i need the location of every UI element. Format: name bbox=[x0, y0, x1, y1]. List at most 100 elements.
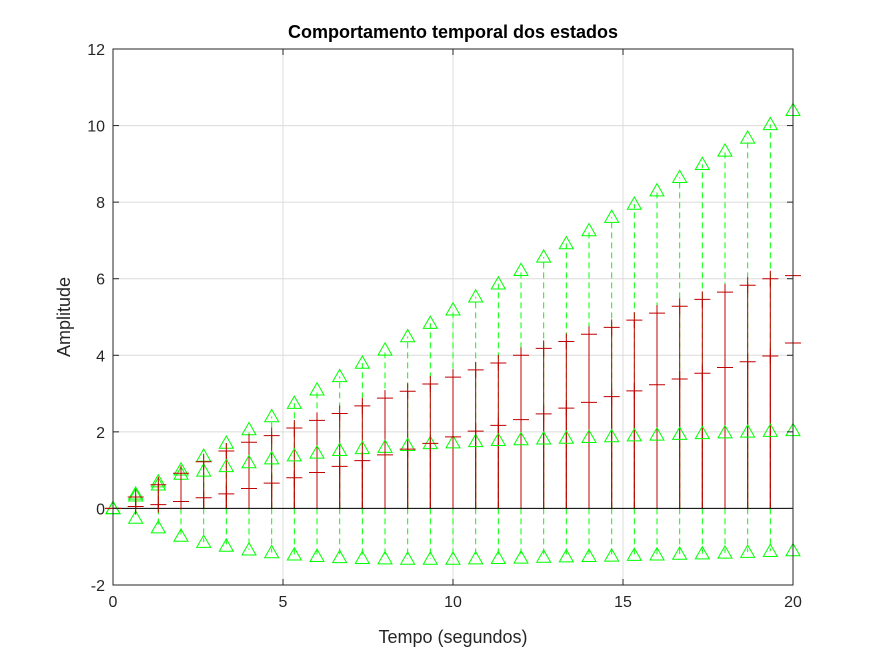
triangle-marker bbox=[467, 550, 484, 565]
plus-marker bbox=[762, 270, 779, 287]
triangle-marker bbox=[331, 442, 348, 456]
plus-marker bbox=[195, 453, 212, 470]
triangle-marker bbox=[535, 248, 552, 263]
plus-marker bbox=[671, 298, 688, 315]
triangle-marker bbox=[467, 433, 484, 448]
triangle-marker bbox=[286, 447, 303, 462]
plus-marker bbox=[150, 476, 167, 493]
triangle-marker bbox=[399, 328, 416, 343]
triangle-marker bbox=[626, 427, 643, 442]
triangle-marker bbox=[581, 222, 597, 237]
plus-marker bbox=[445, 428, 461, 445]
plus-marker bbox=[445, 369, 461, 386]
y-tick-label: 12 bbox=[87, 42, 105, 59]
y-tick-label: 4 bbox=[96, 348, 105, 365]
plus-marker bbox=[354, 397, 371, 414]
triangle-marker bbox=[694, 425, 711, 440]
triangle-marker bbox=[649, 546, 665, 561]
triangle-marker bbox=[354, 354, 371, 369]
plus-marker bbox=[694, 365, 711, 382]
triangle-marker bbox=[626, 547, 643, 561]
triangle-marker bbox=[195, 534, 212, 548]
triangle-marker bbox=[762, 543, 779, 558]
plus-marker bbox=[218, 485, 235, 502]
triangle-marker bbox=[399, 550, 416, 565]
triangle-marker bbox=[558, 235, 575, 250]
triangle-marker bbox=[671, 169, 688, 184]
triangle-marker bbox=[490, 432, 507, 447]
triangle-marker bbox=[717, 142, 733, 157]
plus-marker bbox=[490, 354, 507, 371]
triangle-marker bbox=[603, 209, 620, 223]
plus-marker bbox=[286, 469, 303, 486]
chart-title: Comportamento temporal dos estados bbox=[288, 22, 618, 42]
plus-marker bbox=[399, 383, 416, 400]
triangle-marker bbox=[513, 431, 529, 446]
axes-box bbox=[112, 48, 794, 586]
triangle-marker bbox=[422, 550, 439, 565]
y-tick-label: 10 bbox=[87, 119, 105, 136]
triangle-marker bbox=[739, 544, 756, 558]
plus-marker bbox=[603, 319, 620, 336]
plus-marker bbox=[513, 411, 529, 428]
plus-marker bbox=[195, 489, 212, 506]
plus-marker bbox=[490, 417, 507, 434]
plus-marker bbox=[558, 400, 575, 417]
triangle-marker bbox=[513, 549, 529, 564]
triangle-marker bbox=[445, 550, 461, 565]
plus-marker bbox=[309, 412, 325, 429]
y-axis-label: Amplitude bbox=[54, 277, 74, 357]
y-tick-label: 2 bbox=[96, 425, 105, 442]
plus-marker bbox=[377, 390, 393, 407]
plus-marker bbox=[739, 277, 756, 294]
triangle-marker bbox=[694, 156, 711, 170]
triangle-marker bbox=[535, 549, 552, 563]
plus-marker bbox=[241, 480, 257, 497]
y-tick-label: 8 bbox=[96, 195, 105, 212]
triangle-marker bbox=[467, 288, 484, 303]
plus-marker bbox=[581, 394, 597, 411]
triangle-marker bbox=[626, 196, 643, 210]
triangle-marker bbox=[603, 547, 620, 562]
triangle-marker bbox=[263, 544, 280, 559]
triangle-marker bbox=[263, 450, 280, 465]
plus-marker bbox=[354, 452, 371, 469]
triangle-marker bbox=[717, 424, 733, 439]
y-tick-label: 0 bbox=[96, 501, 105, 518]
triangle-marker bbox=[263, 408, 280, 423]
axes bbox=[112, 48, 794, 586]
triangle-marker bbox=[762, 116, 779, 131]
triangle-marker bbox=[603, 428, 620, 443]
triangle-marker bbox=[354, 550, 371, 564]
plus-marker bbox=[717, 359, 733, 376]
plus-marker bbox=[173, 493, 189, 510]
triangle-marker bbox=[490, 550, 507, 564]
triangle-marker bbox=[717, 544, 733, 559]
plus-marker bbox=[467, 423, 484, 440]
plus-marker bbox=[467, 361, 484, 378]
triangle-marker bbox=[309, 444, 325, 459]
plus-marker bbox=[241, 434, 257, 451]
y-tick-label: 6 bbox=[96, 272, 105, 289]
plus-marker bbox=[649, 305, 665, 322]
plus-marker bbox=[762, 348, 779, 365]
triangle-marker bbox=[535, 430, 552, 445]
plus-marker bbox=[331, 405, 348, 422]
x-tick-label: 20 bbox=[784, 594, 802, 611]
triangle-marker bbox=[218, 537, 235, 552]
plus-marker bbox=[694, 291, 711, 308]
triangle-marker bbox=[218, 458, 235, 473]
triangle-marker bbox=[649, 182, 665, 197]
triangle-marker bbox=[127, 509, 144, 524]
plus-marker bbox=[558, 333, 575, 350]
triangle-marker bbox=[558, 548, 575, 563]
plus-marker bbox=[739, 353, 756, 370]
plus-marker bbox=[150, 496, 167, 513]
plus-marker bbox=[218, 443, 235, 459]
triangle-marker bbox=[581, 429, 597, 443]
triangle-marker bbox=[671, 426, 688, 440]
plus-marker bbox=[422, 435, 439, 452]
triangle-marker bbox=[331, 368, 348, 383]
plus-marker bbox=[331, 458, 348, 475]
